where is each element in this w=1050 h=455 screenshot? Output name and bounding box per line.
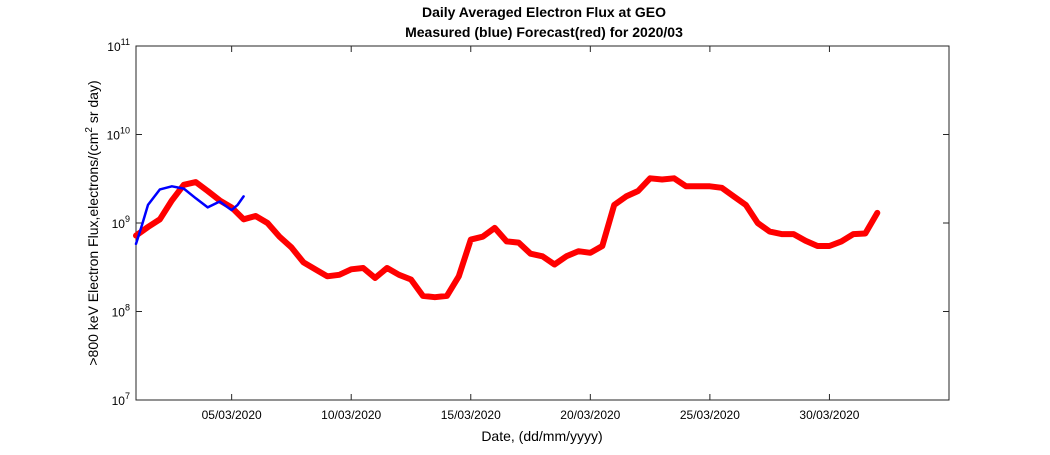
series-line-measured bbox=[134, 185, 245, 246]
y-axis-label: >800 keV Electron Flux,electrons/(cm2 sr… bbox=[84, 80, 101, 365]
y-tick-label: 108 bbox=[112, 303, 130, 320]
series-layer bbox=[133, 175, 881, 301]
y-tick-label: 1011 bbox=[107, 37, 130, 54]
y-axis-label-tail: sr day) bbox=[85, 80, 101, 127]
x-tick-label: 25/03/2020 bbox=[680, 408, 740, 422]
y-tick-label: 1010 bbox=[107, 126, 130, 143]
x-tick-label: 20/03/2020 bbox=[560, 408, 620, 422]
y-axis-label-superscript: 2 bbox=[84, 127, 95, 133]
y-axis-label-main: >800 keV Electron Flux,electrons/(cm bbox=[85, 133, 101, 366]
axis-ticks: 05/03/2020 10/03/2020 15/03/2020 20/03/2020… bbox=[107, 37, 949, 422]
x-tick-label: 15/03/2020 bbox=[441, 408, 501, 422]
chart-title-line1: Daily Averaged Electron Flux at GEO bbox=[422, 4, 666, 20]
y-tick-label: 109 bbox=[112, 214, 130, 231]
y-tick-label: 107 bbox=[112, 391, 130, 408]
x-tick-label: 10/03/2020 bbox=[321, 408, 381, 422]
x-axis-label: Date, (dd/mm/yyyy) bbox=[481, 428, 602, 444]
chart-title-line2: Measured (blue) Forecast(red) for 2020/0… bbox=[405, 24, 683, 40]
series-line-forecast bbox=[133, 175, 881, 301]
x-tick-label: 30/03/2020 bbox=[799, 408, 859, 422]
x-tick-label: 05/03/2020 bbox=[202, 408, 262, 422]
